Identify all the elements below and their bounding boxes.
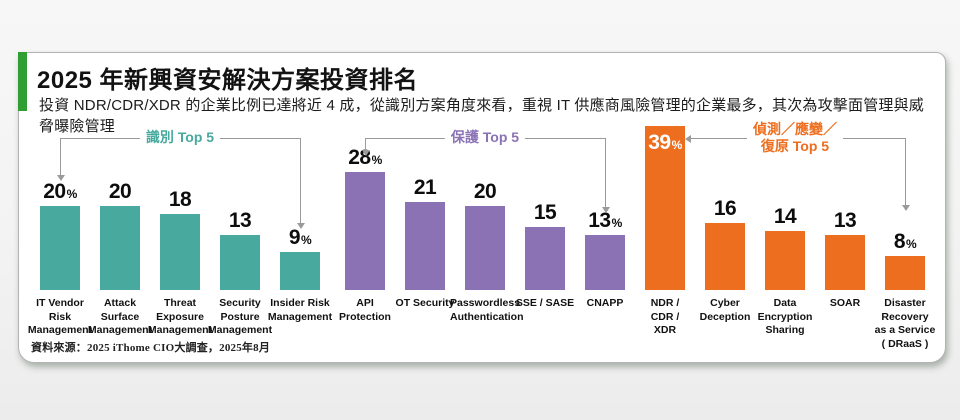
bracket-arrow xyxy=(685,135,691,143)
bar xyxy=(220,235,260,290)
bracket-line xyxy=(365,138,366,153)
bracket-line xyxy=(60,138,61,178)
group-title: 識別 Top 5 xyxy=(139,129,221,146)
bracket-arrow xyxy=(57,175,65,181)
bar-category-label: IT Vendor Risk Management xyxy=(27,297,93,337)
bracket-arrow xyxy=(362,150,370,156)
source-note: 資料來源：2025 iThome CIO大調查，2025年8月 xyxy=(31,342,271,354)
percent-sign: % xyxy=(671,138,683,153)
bar-value-label: 15 xyxy=(533,201,557,224)
bar-category-label: Data Encryption Sharing xyxy=(757,297,813,337)
percent-sign: % xyxy=(371,153,383,168)
bracket-line xyxy=(300,138,301,226)
infographic-card: 2025 年新興資安解決方案投資排名 投資 NDR/CDR/XDR 的企業比例已… xyxy=(18,52,946,363)
bar-column: 18 Threat Exposure Management xyxy=(148,118,212,336)
group-title: 保護 Top 5 xyxy=(444,129,526,146)
bar-value-label: 18 xyxy=(168,188,192,212)
bar-column: 39% NDR / CDR / XDR xyxy=(635,118,695,336)
bar-category-label: SSE / SASE xyxy=(515,297,575,309)
bar-column: 20% IT Vendor Risk Management xyxy=(28,118,92,336)
bar-column: 13 SOAR xyxy=(815,118,875,309)
bar xyxy=(465,206,505,290)
bar-category-label: CNAPP xyxy=(586,297,624,309)
bar-category-label: Passwordless Authentication xyxy=(450,297,524,323)
bar-value-label: 16 xyxy=(713,196,737,220)
bar xyxy=(525,227,565,290)
bar-value-label: 20 xyxy=(473,180,497,203)
bar-value-label: 39% xyxy=(648,131,683,155)
bar-column: 20 Attack Surface Management xyxy=(88,118,152,336)
bar xyxy=(825,235,865,290)
bar-column: 14 Data Encryption Sharing xyxy=(755,118,815,336)
bar: 39% xyxy=(645,126,685,290)
percent-sign: % xyxy=(66,187,78,201)
bar-column: 8% Disaster Recovery as a Service ( DRaaS… xyxy=(875,118,936,350)
bar-category-label: Disaster Recovery as a Service ( DRaaS ) xyxy=(874,297,936,350)
bar xyxy=(765,231,805,290)
bar xyxy=(705,222,745,290)
bar-value-label: 13% xyxy=(588,209,623,233)
page-title: 2025 年新興資安解決方案投資排名 xyxy=(37,67,419,94)
bar-column: 15 SSE / SASE xyxy=(515,118,575,309)
bracket-arrow xyxy=(297,223,305,229)
bar-column: 28% API Protection xyxy=(335,118,395,322)
bar-column: 21 OT Security xyxy=(395,118,455,309)
bar-group-2: 28% API Protection 21 OT Security 20 Password… xyxy=(335,118,635,363)
bar-category-label: API Protection xyxy=(339,297,391,323)
bar-group-1: 20% IT Vendor Risk Management 20 Attack Sur… xyxy=(28,118,332,363)
bar-value-label: 13 xyxy=(228,209,252,233)
percent-sign: % xyxy=(301,233,312,248)
bar-category-label: SOAR xyxy=(829,297,861,309)
bar-category-label: Security Posture Management xyxy=(207,297,273,337)
percent-sign: % xyxy=(611,216,623,231)
bar-category-label: Insider Risk Management xyxy=(267,297,333,323)
bar xyxy=(40,206,80,290)
bar-value-label: 21 xyxy=(413,175,437,199)
bar xyxy=(345,172,385,290)
bar xyxy=(405,201,445,290)
bracket-line xyxy=(605,138,606,210)
bar-group-3: 39% NDR / CDR / XDR 16 Cyber Deception 14 Dat… xyxy=(635,118,935,363)
bar-value-label: 20 xyxy=(108,180,132,203)
bar-value-label: 8% xyxy=(893,230,917,254)
group-title: 偵測／應變／ 復原 Top 5 xyxy=(747,121,843,155)
bar-value-label: 20% xyxy=(43,180,78,203)
chart: 20% IT Vendor Risk Management 20 Attack Sur… xyxy=(19,53,945,362)
bar-column: 13 Security Posture Management xyxy=(208,118,272,336)
bar-category-label: Threat Exposure Management xyxy=(147,297,213,337)
bar-column: 16 Cyber Deception xyxy=(695,118,755,323)
bracket-arrow xyxy=(902,205,910,211)
bar xyxy=(100,206,140,290)
bar-category-label: Cyber Deception xyxy=(699,297,751,323)
bar-column: 9% Insider Risk Management xyxy=(268,118,332,322)
bar-value-label: 9% xyxy=(288,226,312,250)
bar-column: 13% CNAPP xyxy=(575,118,635,309)
bar-column: 20 Passwordless Authentication xyxy=(450,118,524,323)
bracket-line xyxy=(905,138,906,208)
bar xyxy=(585,235,625,290)
bar xyxy=(280,252,320,290)
bar-value-label: 14 xyxy=(773,205,797,229)
bar xyxy=(160,214,200,290)
accent-bar xyxy=(18,52,27,111)
bar xyxy=(885,256,925,290)
bar-category-label: Attack Surface Management xyxy=(87,297,153,337)
bar-category-label: NDR / CDR / XDR xyxy=(650,297,680,337)
percent-sign: % xyxy=(906,237,917,252)
bar-value-label: 13 xyxy=(833,209,857,233)
bar-category-label: OT Security xyxy=(395,297,455,309)
page-subtitle: 投資 NDR/CDR/XDR 的企業比例已達將近 4 成，從識別方案角度來看，重… xyxy=(39,97,925,135)
bracket-arrow xyxy=(602,207,610,213)
